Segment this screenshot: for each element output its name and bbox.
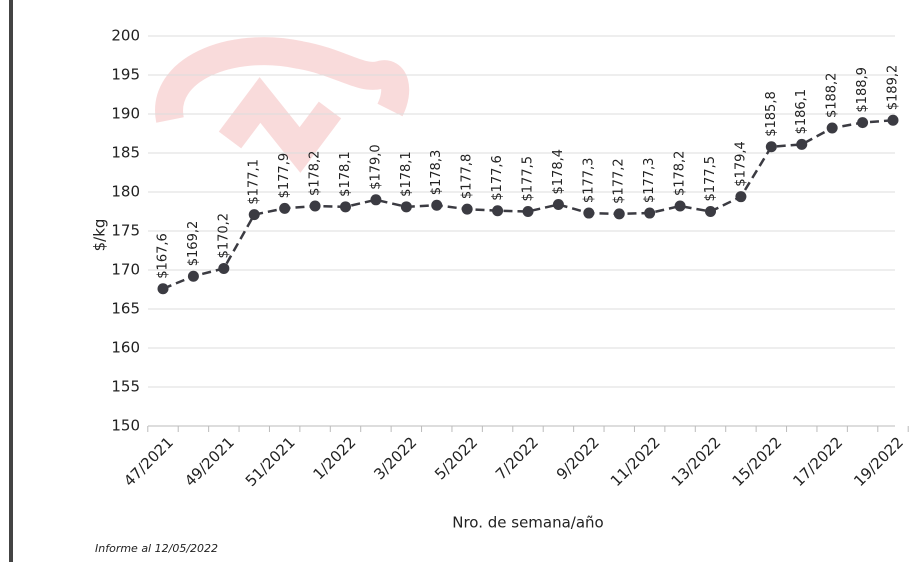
y-tick-label: 150 bbox=[111, 417, 140, 435]
point bbox=[158, 283, 169, 294]
y-tick-label: 180 bbox=[111, 183, 140, 201]
point bbox=[766, 141, 777, 152]
x-axis-label: Nro. de semana/año bbox=[452, 514, 604, 532]
point bbox=[370, 194, 381, 205]
value-label: $178,4 bbox=[551, 149, 566, 195]
value-label: $185,8 bbox=[764, 91, 779, 137]
y-tick-label: 185 bbox=[111, 144, 140, 162]
point bbox=[796, 139, 807, 150]
point bbox=[553, 199, 564, 210]
left-bar bbox=[9, 0, 13, 562]
point bbox=[340, 201, 351, 212]
value-label: $178,1 bbox=[338, 151, 353, 197]
x-tick-label: 19/2022 bbox=[850, 433, 907, 490]
value-label: $188,9 bbox=[855, 67, 870, 113]
y-tick-label: 160 bbox=[111, 339, 140, 357]
y-tick-label: 155 bbox=[111, 378, 140, 396]
point bbox=[827, 123, 838, 134]
point bbox=[644, 208, 655, 219]
x-tick-label: 47/2021 bbox=[120, 433, 177, 490]
y-tick-label: 200 bbox=[111, 27, 140, 45]
point bbox=[523, 206, 534, 217]
point bbox=[705, 206, 716, 217]
y-axis-label: $/kg bbox=[91, 219, 109, 252]
value-label: $177,8 bbox=[460, 154, 475, 199]
value-label: $177,9 bbox=[277, 153, 292, 199]
y-tick-label: 165 bbox=[111, 300, 140, 318]
value-label: $177,3 bbox=[581, 158, 596, 204]
value-label: $186,1 bbox=[794, 89, 809, 135]
chart: $/kg Nro. de semana/año Informe al 12/05… bbox=[0, 0, 917, 562]
note: Informe al 12/05/2022 bbox=[95, 542, 218, 555]
point bbox=[249, 209, 260, 220]
value-label: $177,2 bbox=[612, 158, 627, 204]
point bbox=[218, 263, 229, 274]
line bbox=[163, 120, 893, 288]
point bbox=[310, 201, 321, 212]
point bbox=[888, 115, 899, 126]
point bbox=[492, 205, 503, 216]
x-tick-label: 17/2022 bbox=[789, 433, 846, 490]
point bbox=[188, 271, 199, 282]
value-label: $179,4 bbox=[733, 141, 748, 187]
x-tick-label: 15/2022 bbox=[729, 433, 786, 490]
point bbox=[583, 208, 594, 219]
point bbox=[675, 201, 686, 212]
point bbox=[614, 208, 625, 219]
value-label: $188,2 bbox=[825, 73, 840, 119]
x-tick-label: 11/2022 bbox=[607, 433, 664, 490]
y-tick-label: 170 bbox=[111, 261, 140, 279]
value-label: $177,5 bbox=[521, 156, 536, 202]
value-label: $178,3 bbox=[429, 150, 444, 196]
value-label: $170,2 bbox=[216, 213, 231, 258]
value-label: $178,1 bbox=[399, 151, 414, 197]
point bbox=[401, 201, 412, 212]
y-tick-label: 195 bbox=[111, 66, 140, 84]
x-tick-label: 13/2022 bbox=[668, 433, 725, 490]
value-label: $177,3 bbox=[642, 158, 657, 204]
x-tick-label: 1/2022 bbox=[309, 433, 359, 483]
x-tick-label: 51/2021 bbox=[242, 433, 299, 490]
value-label: $189,2 bbox=[886, 65, 901, 111]
point bbox=[431, 200, 442, 211]
value-label: $177,1 bbox=[247, 159, 262, 205]
value-label: $179,0 bbox=[368, 144, 383, 190]
x-tick-label: 5/2022 bbox=[431, 433, 481, 483]
value-label: $178,2 bbox=[673, 151, 688, 197]
point bbox=[462, 204, 473, 215]
point bbox=[735, 191, 746, 202]
x-tick-label: 3/2022 bbox=[370, 433, 420, 483]
value-label: $177,5 bbox=[703, 156, 718, 202]
value-label: $167,6 bbox=[156, 233, 171, 279]
value-label: $178,2 bbox=[308, 151, 323, 197]
x-tick-label: 7/2022 bbox=[492, 433, 542, 483]
point bbox=[279, 203, 290, 214]
point bbox=[857, 117, 868, 128]
value-label: $177,6 bbox=[490, 155, 505, 201]
x-tick-label: 49/2021 bbox=[181, 433, 238, 490]
x-tick-label: 9/2022 bbox=[553, 433, 603, 483]
y-tick-label: 190 bbox=[111, 105, 140, 123]
value-label: $169,2 bbox=[186, 221, 201, 267]
y-tick-label: 175 bbox=[111, 222, 140, 240]
watermark bbox=[169, 51, 395, 150]
